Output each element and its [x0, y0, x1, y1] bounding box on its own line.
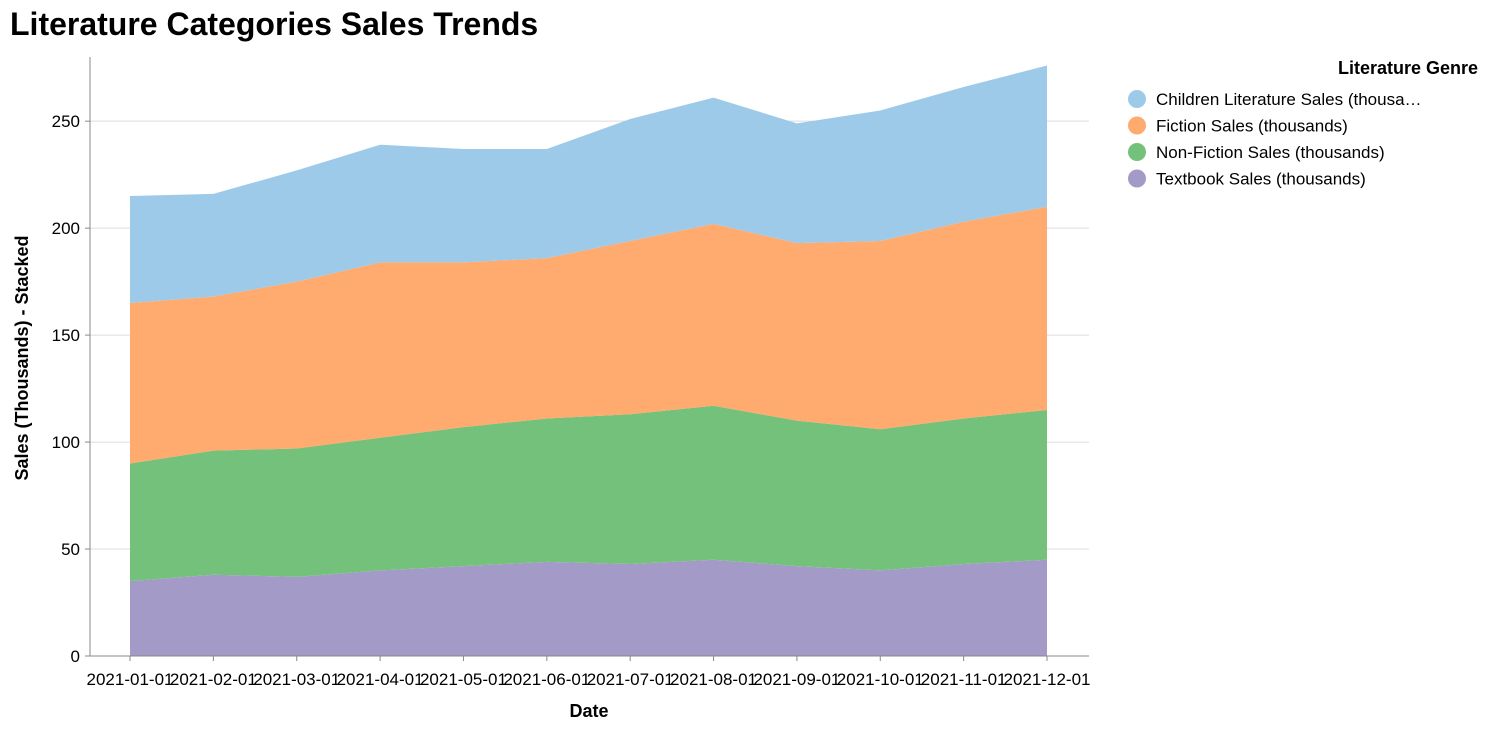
legend-label: Fiction Sales (thousands)	[1156, 117, 1348, 136]
y-axis-title: Sales (Thousands) - Stacked	[12, 235, 32, 480]
stacked-areas	[130, 65, 1047, 656]
x-tick-label: 2021-12-01	[1004, 670, 1091, 689]
legend-label: Non-Fiction Sales (thousands)	[1156, 143, 1385, 162]
x-tick-label: 2021-07-01	[587, 670, 674, 689]
legend-label: Textbook Sales (thousands)	[1156, 170, 1366, 189]
legend-symbol	[1128, 90, 1146, 108]
y-tick-label: 200	[52, 219, 80, 238]
legend-symbol	[1128, 143, 1146, 161]
x-tick-label: 2021-06-01	[503, 670, 590, 689]
x-tick-label: 2021-04-01	[337, 670, 424, 689]
x-axis-title: Date	[569, 701, 608, 721]
x-tick-label: 2021-02-01	[170, 670, 257, 689]
area-textbook-sales	[130, 559, 1047, 656]
axes: 0501001502002502021-01-012021-02-012021-…	[52, 57, 1091, 689]
y-tick-label: 50	[61, 540, 80, 559]
x-tick-label: 2021-03-01	[253, 670, 340, 689]
x-tick-label: 2021-05-01	[420, 670, 507, 689]
y-tick-label: 250	[52, 112, 80, 131]
legend-symbol	[1128, 169, 1146, 188]
x-tick-label: 2021-09-01	[753, 670, 840, 689]
y-tick-label: 0	[71, 647, 80, 666]
area-children-literature-sales	[130, 65, 1047, 304]
legend: Literature Genre Children Literature Sal…	[1128, 58, 1478, 189]
legend-label: Children Literature Sales (thousa…	[1156, 90, 1422, 109]
legend-title: Literature Genre	[1338, 58, 1478, 78]
x-tick-label: 2021-10-01	[837, 670, 924, 689]
x-tick-label: 2021-11-01	[921, 670, 1007, 689]
area-non-fiction-sales	[130, 405, 1047, 582]
legend-symbol	[1128, 116, 1146, 135]
chart-title: Literature Categories Sales Trends	[10, 6, 539, 42]
area-fiction-sales	[130, 206, 1047, 464]
x-tick-label: 2021-01-01	[87, 670, 174, 689]
y-tick-label: 100	[52, 433, 80, 452]
x-tick-label: 2021-08-01	[670, 670, 757, 689]
y-tick-label: 150	[52, 326, 80, 345]
